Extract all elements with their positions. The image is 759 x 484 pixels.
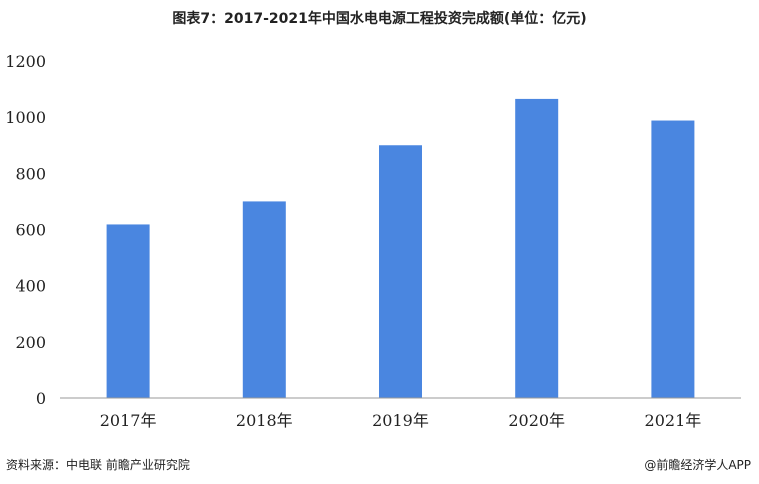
- y-tick-label: 600: [15, 221, 46, 240]
- y-tick-label: 1200: [5, 52, 46, 71]
- y-tick-label: 0: [36, 389, 46, 408]
- y-tick-label: 800: [15, 164, 46, 183]
- bar: [379, 145, 422, 398]
- y-tick-label: 1000: [5, 108, 46, 127]
- x-tick-label: 2021年: [645, 411, 702, 430]
- y-tick-label: 400: [15, 277, 46, 296]
- bar: [515, 98, 559, 398]
- bar: [106, 224, 150, 398]
- brand-credit: @前瞻经济学人APP: [644, 458, 751, 472]
- bar: [651, 120, 695, 398]
- x-tick-label: 2018年: [236, 411, 293, 430]
- chart-title: 图表7：2017-2021年中国水电电源工程投资完成额(单位：亿元): [172, 11, 587, 27]
- source-note: 资料来源：中电联 前瞻产业研究院: [6, 458, 190, 472]
- x-tick-label: 2019年: [372, 411, 429, 430]
- bar: [242, 201, 286, 398]
- x-tick-label: 2020年: [508, 411, 565, 430]
- y-tick-label: 200: [15, 333, 46, 352]
- x-tick-label: 2017年: [100, 411, 157, 430]
